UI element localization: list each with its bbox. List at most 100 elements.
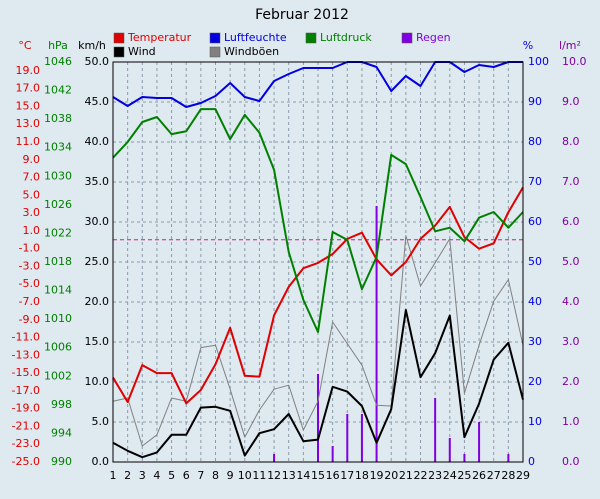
legend-swatch <box>305 32 317 44</box>
x-tick-label: 18 <box>355 469 369 482</box>
y-tick-label: 60 <box>528 215 542 228</box>
y-tick-label: -21.0 <box>12 419 40 432</box>
y-tick-label: 19.0 <box>16 64 41 77</box>
x-tick-label: 24 <box>443 469 457 482</box>
legend-label: Regen <box>416 31 451 44</box>
y-tick-label: -19.0 <box>12 402 40 415</box>
y-tick-label: -1.0 <box>19 242 40 255</box>
y-tick-label: 0.0 <box>562 455 580 468</box>
y-tick-label: 8.0 <box>562 135 580 148</box>
x-tick-label: 29 <box>516 469 530 482</box>
series-line <box>112 186 524 405</box>
y-tick-label: 40 <box>528 295 542 308</box>
y-tick-label: 25.0 <box>85 255 110 268</box>
x-tick-label: 7 <box>197 469 204 482</box>
rain-bar <box>463 454 466 462</box>
y-tick-label: 1038 <box>44 112 72 125</box>
y-tick-label: 1026 <box>44 198 72 211</box>
y-tick-label: -15.0 <box>12 366 40 379</box>
y-tick-label: -5.0 <box>19 277 40 290</box>
y-tick-label: 15.0 <box>85 335 110 348</box>
y-tick-label: 990 <box>51 455 72 468</box>
y-tick-label: 1030 <box>44 169 72 182</box>
y-tick-label: 100 <box>528 55 549 68</box>
y-tick-label: 7.0 <box>23 171 41 184</box>
y-tick-label: 80 <box>528 135 542 148</box>
rain-bar <box>346 414 349 462</box>
y-tick-label: 5.0 <box>562 255 580 268</box>
y-tick-label: 1034 <box>44 141 72 154</box>
y-tick-label: 0.0 <box>92 455 110 468</box>
y-tick-label: -7.0 <box>19 295 40 308</box>
x-tick-label: 20 <box>384 469 398 482</box>
x-tick-label: 8 <box>212 469 219 482</box>
x-tick-label: 22 <box>414 469 428 482</box>
x-tick-label: 3 <box>139 469 146 482</box>
y-tick-label: 998 <box>51 398 72 411</box>
x-tick-label: 26 <box>472 469 486 482</box>
y-tick-label: 30.0 <box>85 215 110 228</box>
y-tick-label: 7.0 <box>562 175 580 188</box>
legend-label: Luftfeuchte <box>224 31 287 44</box>
legend-label: Luftdruck <box>320 31 372 44</box>
y-tick-label: 0 <box>528 455 535 468</box>
y-tick-label: 1014 <box>44 284 72 297</box>
x-tick-label: 19 <box>370 469 384 482</box>
y-tick-label: 17.0 <box>16 82 41 95</box>
rain-bar <box>375 206 378 462</box>
series-line <box>112 235 524 447</box>
chart-title: Februar 2012 <box>255 7 349 23</box>
y-tick-label: 1010 <box>44 312 72 325</box>
x-tick-label: 6 <box>183 469 190 482</box>
legend-swatch <box>113 32 125 44</box>
y-tick-label: 15.0 <box>16 99 41 112</box>
y-tick-label: 10.0 <box>85 375 110 388</box>
rain-bar <box>360 414 363 462</box>
x-tick-label: 27 <box>487 469 501 482</box>
y-tick-label: 1002 <box>44 369 72 382</box>
rain-bar <box>331 446 334 462</box>
y-tick-label: 50 <box>528 255 542 268</box>
legend-label: Windböen <box>224 45 279 58</box>
x-tick-label: 25 <box>457 469 471 482</box>
series-line <box>112 108 524 333</box>
y-tick-label: 35.0 <box>85 175 110 188</box>
y-tick-label: 1022 <box>44 226 72 239</box>
y-tick-label: 30 <box>528 335 542 348</box>
axis-title: % <box>523 39 533 52</box>
y-tick-label: 50.0 <box>85 55 110 68</box>
y-tick-label: 70 <box>528 175 542 188</box>
x-tick-label: 14 <box>296 469 310 482</box>
y-tick-label: -25.0 <box>12 455 40 468</box>
x-tick-label: 2 <box>124 469 131 482</box>
y-tick-label: 9.0 <box>562 95 580 108</box>
rain-bar <box>478 422 481 462</box>
y-tick-label: 1006 <box>44 341 72 354</box>
legend-swatch <box>401 32 413 44</box>
x-tick-label: 15 <box>311 469 325 482</box>
y-tick-label: 2.0 <box>562 375 580 388</box>
x-tick-label: 13 <box>282 469 296 482</box>
x-tick-label: 23 <box>428 469 442 482</box>
y-tick-label: 4.0 <box>562 295 580 308</box>
y-tick-label: -13.0 <box>12 348 40 361</box>
x-tick-label: 28 <box>501 469 515 482</box>
y-tick-label: 3.0 <box>562 335 580 348</box>
axis-title: hPa <box>48 39 68 52</box>
x-tick-label: 21 <box>399 469 413 482</box>
axis-title: km/h <box>78 39 106 52</box>
x-tick-label: 11 <box>252 469 266 482</box>
y-tick-label: -9.0 <box>19 313 40 326</box>
x-tick-label: 16 <box>326 469 340 482</box>
rain-bar <box>434 398 437 462</box>
y-tick-label: 6.0 <box>562 215 580 228</box>
y-tick-label: 10.0 <box>562 55 587 68</box>
rain-bar <box>448 438 451 462</box>
series-line <box>112 309 524 459</box>
x-tick-label: 4 <box>153 469 160 482</box>
y-tick-label: 5.0 <box>92 415 110 428</box>
y-tick-label: 5.0 <box>23 188 41 201</box>
y-tick-label: -23.0 <box>12 437 40 450</box>
legend-label: Temperatur <box>127 31 192 44</box>
